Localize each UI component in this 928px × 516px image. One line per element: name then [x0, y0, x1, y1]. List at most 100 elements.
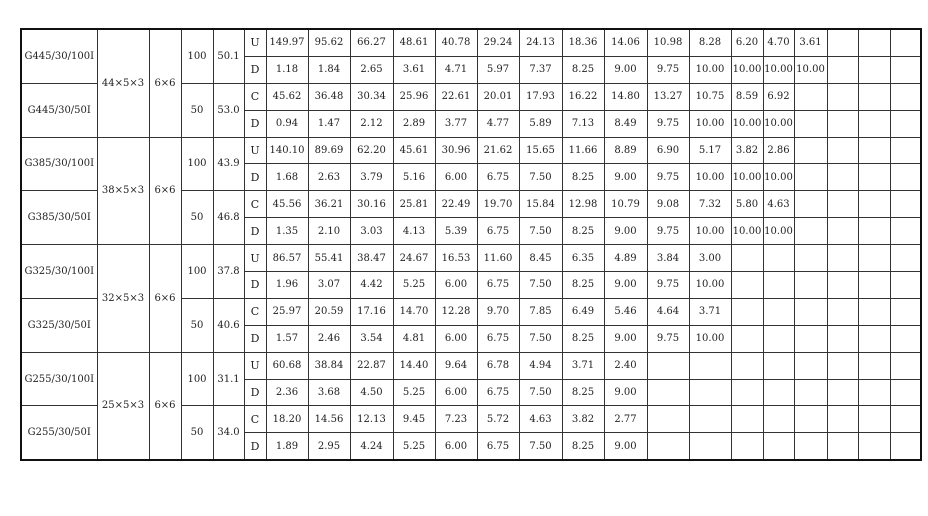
value-cell: 6.75	[476, 271, 520, 299]
value-cell: 7.50	[518, 324, 563, 353]
value-cell: 16.22	[561, 82, 605, 111]
value-cell	[889, 324, 922, 353]
value-cell: 55.41	[307, 244, 351, 273]
unit-weight: 46.8	[212, 190, 245, 246]
value-cell	[762, 324, 795, 353]
value-cell: 5.25	[392, 432, 436, 461]
value-cell: 60.68	[265, 351, 309, 380]
value-cell: 30.16	[349, 190, 394, 219]
value-cell: 12.28	[434, 297, 478, 326]
value-cell: 38.47	[349, 244, 394, 273]
value-cell: 9.45	[392, 405, 436, 434]
value-cell: 10.00	[730, 55, 764, 84]
value-cell: 4.70	[762, 28, 795, 57]
value-cell: 14.40	[392, 351, 436, 380]
value-cell	[762, 271, 795, 299]
value-cell: 6.92	[762, 82, 795, 111]
profile-size: 44×5×3	[96, 28, 150, 138]
value-cell: 8.25	[561, 217, 605, 246]
load-table: G445/30/100I 44×5×3 6×6 100 50.1 U 149.97 95.62…	[20, 28, 922, 462]
value-cell: 5.80	[730, 190, 764, 219]
value-cell: 14.70	[392, 297, 436, 326]
value-cell: 7.23	[434, 405, 478, 434]
value-cell: 8.25	[561, 163, 605, 192]
value-cell	[793, 190, 828, 219]
row-type: D	[243, 432, 267, 461]
value-cell: 10.00	[688, 217, 732, 246]
value-cell	[857, 190, 891, 219]
value-cell	[793, 109, 828, 138]
value-cell: 6.78	[476, 351, 520, 380]
mesh-size: 6×6	[148, 136, 182, 246]
value-cell: 5.25	[392, 271, 436, 299]
value-cell: 19.70	[476, 190, 520, 219]
value-cell: 11.60	[476, 244, 520, 273]
value-cell: 1.84	[307, 55, 351, 84]
value-cell: 4.94	[518, 351, 563, 380]
value-cell	[762, 405, 795, 434]
unit-weight: 50.1	[212, 28, 245, 84]
model-name: G445/30/100I	[20, 28, 98, 84]
value-cell	[730, 271, 764, 299]
value-cell	[793, 271, 828, 299]
value-cell: 38.84	[307, 351, 351, 380]
value-cell: 10.79	[603, 190, 648, 219]
value-cell	[857, 28, 891, 57]
value-cell: 7.85	[518, 297, 563, 326]
unit-weight: 37.8	[212, 244, 245, 299]
value-cell: 1.47	[307, 109, 351, 138]
value-cell: 7.50	[518, 432, 563, 461]
value-cell: 4.63	[762, 190, 795, 219]
value-cell: 62.20	[349, 136, 394, 165]
value-cell: 2.86	[762, 136, 795, 165]
value-cell: 12.13	[349, 405, 394, 434]
value-cell	[826, 55, 859, 84]
value-cell: 5.17	[688, 136, 732, 165]
value-cell	[889, 271, 922, 299]
value-cell: 14.80	[603, 82, 648, 111]
value-cell: 16.53	[434, 244, 478, 273]
row-type: D	[243, 324, 267, 353]
value-cell	[857, 297, 891, 326]
value-cell: 6.00	[434, 271, 478, 299]
value-cell	[826, 297, 859, 326]
value-cell: 4.81	[392, 324, 436, 353]
value-cell	[826, 378, 859, 407]
value-cell	[688, 351, 732, 380]
value-cell: 6.75	[476, 378, 520, 407]
value-cell: 3.79	[349, 163, 394, 192]
value-cell: 6.20	[730, 28, 764, 57]
value-cell: 86.57	[265, 244, 309, 273]
value-cell: 5.25	[392, 378, 436, 407]
value-cell: 2.12	[349, 109, 394, 138]
value-cell: 10.00	[688, 271, 732, 299]
model-name: G445/30/50I	[20, 82, 98, 138]
value-cell: 3.54	[349, 324, 394, 353]
value-cell	[857, 324, 891, 353]
row-type: D	[243, 378, 267, 407]
value-cell: 9.00	[603, 271, 648, 299]
value-cell: 25.97	[265, 297, 309, 326]
value-cell: 10.00	[762, 163, 795, 192]
value-cell	[889, 136, 922, 165]
value-cell: 6.00	[434, 163, 478, 192]
pitch: 50	[180, 190, 214, 246]
value-cell: 3.84	[646, 244, 690, 273]
value-cell: 2.95	[307, 432, 351, 461]
table-row: D 1.96 3.07 4.42 5.25 6.00 6.75 7.50 8.25 9.00 9.7…	[21, 271, 922, 299]
table-row: G385/30/100I 38×5×3 6×6 100 43.9 U 140.10 89.69…	[20, 136, 922, 246]
value-cell: 3.03	[349, 217, 394, 246]
unit-weight: 34.0	[212, 405, 245, 461]
value-cell: 9.75	[646, 324, 690, 353]
value-cell: 8.89	[603, 136, 648, 165]
model-name: G325/30/50I	[20, 297, 98, 353]
row-type: D	[243, 55, 267, 84]
value-cell	[793, 324, 828, 353]
value-cell: 3.82	[730, 136, 764, 165]
value-cell: 5.16	[392, 163, 436, 192]
unit-weight: 31.1	[212, 351, 245, 407]
value-cell: 4.42	[349, 271, 394, 299]
value-cell	[826, 405, 859, 434]
value-cell: 5.46	[603, 297, 648, 326]
value-cell: 17.16	[349, 297, 394, 326]
